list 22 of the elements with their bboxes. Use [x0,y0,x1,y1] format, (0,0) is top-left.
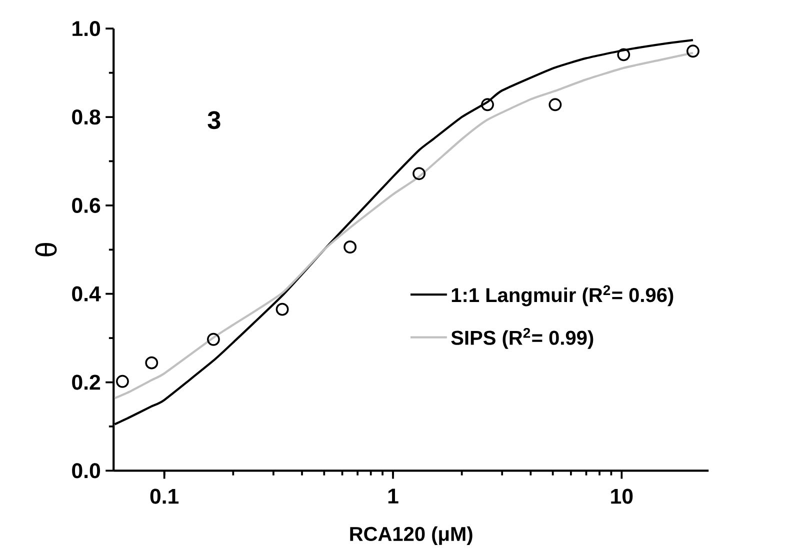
y-tick-label: 1.0 [72,21,100,36]
legend-label: 1:1 Langmuir (R$^{2}$= 0.96) [452,285,674,306]
y-tick-label: 0.2 [72,374,100,390]
y-axis-title: θ [35,242,57,256]
point [686,44,700,58]
x-tick-label: 10 [611,488,633,504]
y-tick-label: 0.0 [72,463,100,478]
point [206,332,220,346]
point [276,302,289,316]
point [617,48,630,62]
point [548,98,562,112]
x-tick-label: 0.1 [150,488,179,504]
point [481,98,494,112]
y-tick-label: 0.6 [72,198,100,213]
legend-label: SIPS (R$^{2}$= 0.99) [451,328,594,349]
annotation: 3 [208,111,220,130]
x-axis-title: RCA120 (μM) [350,526,472,545]
point [412,167,426,180]
y-tick-label: 0.8 [72,109,100,125]
point [344,240,357,254]
x-tick-label: 1 [388,488,398,504]
y-tick-label: 0.4 [72,286,101,302]
